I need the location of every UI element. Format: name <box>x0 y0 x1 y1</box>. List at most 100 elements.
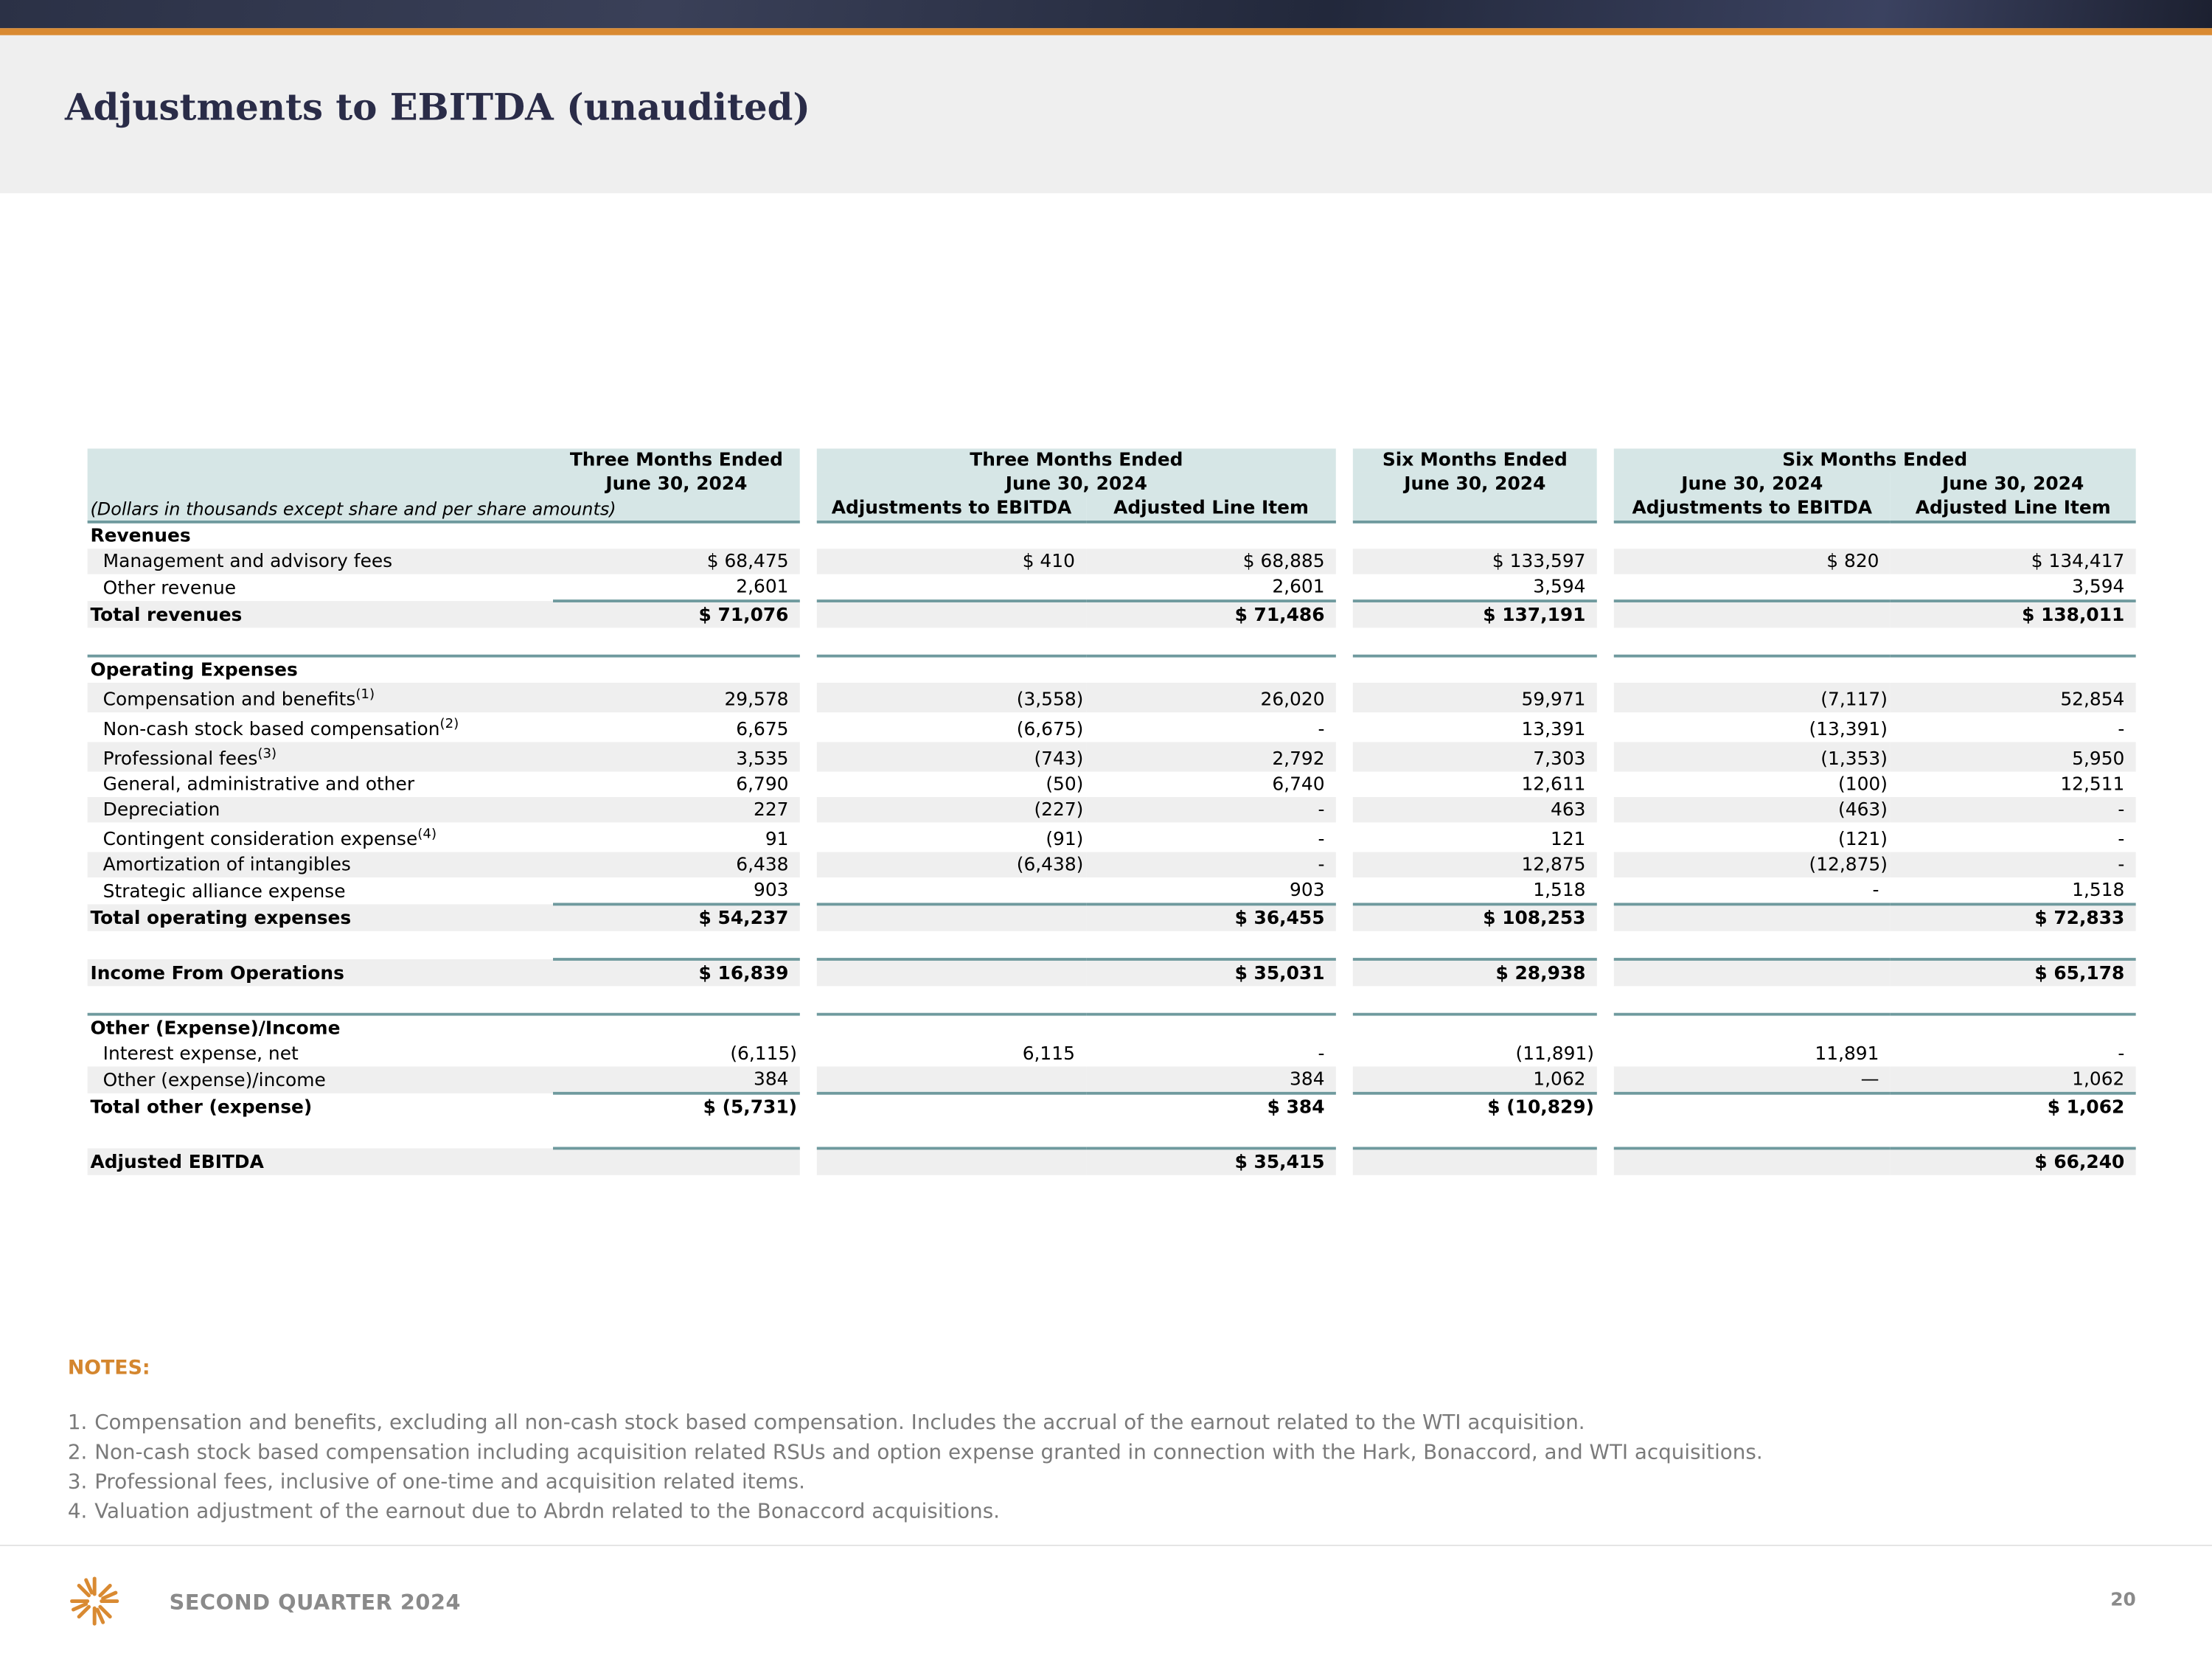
header-cell: Six Months Ended <box>1352 448 1597 473</box>
gap <box>800 959 817 986</box>
spacer-cell <box>1086 931 1336 959</box>
gap <box>800 656 817 683</box>
value-cell <box>1352 654 1597 684</box>
value-cell <box>816 958 1087 987</box>
value-cell: 1,062 <box>1890 1066 2136 1093</box>
logo-mark <box>70 1576 119 1626</box>
table-row: Non-cash stock based compensation(2) 6,67… <box>88 712 2136 742</box>
gap <box>1336 931 1353 959</box>
value-cell: 6,115 <box>1022 1043 1075 1065</box>
gap <box>800 712 817 742</box>
value-cell: 12,511 <box>2060 774 2125 796</box>
gap <box>1336 904 1353 931</box>
gap <box>799 496 817 522</box>
value-cell <box>816 1012 1087 1041</box>
row-label-text: Non-cash stock based compensation <box>102 719 440 741</box>
value-cell: $ 66,240 <box>1890 1147 2136 1175</box>
spacer-cell <box>817 931 1086 959</box>
row-label: Management and advisory fees <box>87 549 553 574</box>
value-cell: - <box>1318 719 1325 741</box>
value-cell: (12,875) <box>1613 852 1891 878</box>
spacer-cell <box>88 1120 553 1148</box>
footnote-marker: (3) <box>257 746 277 762</box>
gap <box>1336 877 1353 904</box>
table-row: Management and advisory fees $ 68,475 $ 41… <box>87 549 2136 574</box>
table-body: Revenues Management and advisory fees $ 68… <box>87 522 2136 1175</box>
value-cell: (6,115) <box>730 1043 797 1065</box>
row-label-text: Amortization of intangibles <box>102 855 351 877</box>
spacer-cell <box>1891 931 2136 959</box>
spacer-row <box>88 931 2136 959</box>
value-cell: 384 <box>1086 1066 1336 1093</box>
row-label-text: Total revenues <box>90 605 243 627</box>
table-caption: (Dollars in thousands except share and p… <box>87 496 616 524</box>
table-row: Other revenue 2,601 2,601 3,594 3,594 <box>88 574 2136 601</box>
note-text: Valuation adjustment of the earnout due … <box>94 1500 1000 1524</box>
table-row: Amortization of intangibles 6,438 (6,438) -… <box>87 852 2136 878</box>
value-cell <box>1613 1012 1891 1041</box>
value-cell: (11,891) <box>1515 1043 1594 1065</box>
header-cell <box>1352 496 1597 524</box>
value-cell: 1,518 <box>2072 880 2125 902</box>
row-label: General, administrative and other <box>88 772 553 797</box>
gap <box>1336 683 1353 712</box>
value-cell: 1,518 <box>1533 880 1586 902</box>
value-cell: $ 138,011 <box>1890 599 2136 628</box>
value-cell: - <box>1890 852 2136 878</box>
row-label: Total other (expense) <box>88 1093 553 1120</box>
value-cell: 59,971 <box>1352 683 1597 713</box>
table-row: Revenues <box>88 522 2136 549</box>
gap <box>1336 1148 1353 1175</box>
row-label: Amortization of intangibles <box>87 852 553 878</box>
row-label: Total operating expenses <box>87 904 553 931</box>
gap <box>1597 522 1614 549</box>
table-row: Income From Operations $ 16,839 $ 35,031 $ … <box>87 958 2136 987</box>
table-row: Other (Expense)/Income <box>87 1012 2136 1041</box>
gap <box>1597 822 1614 852</box>
gap <box>1597 683 1614 712</box>
value-cell <box>1613 902 1891 931</box>
gap <box>1597 931 1614 959</box>
note-text: Professional fees, inclusive of one-time… <box>94 1471 805 1495</box>
value-cell: (463) <box>1613 796 1891 823</box>
table-row: Professional fees(3) 3,535 (743) 2,792 7,303… <box>87 742 2136 772</box>
spacer-row <box>88 627 2136 655</box>
value-cell: $ 65,178 <box>1890 958 2136 987</box>
spacer-cell <box>88 627 553 655</box>
spacer-cell <box>1614 627 1891 655</box>
gap <box>1336 1015 1353 1041</box>
spacer-cell <box>1891 1120 2136 1148</box>
value-cell: $ 71,076 <box>552 599 800 628</box>
header-cell: Adjusted Line Item <box>1086 496 1336 524</box>
gap <box>1336 986 1353 1014</box>
value-cell <box>816 1066 1087 1093</box>
gap <box>800 683 817 712</box>
value-cell: (13,391) <box>1809 719 1888 741</box>
value-cell: $ 68,475 <box>552 549 800 574</box>
ebitda-table: Three Months Ended Three Months Ended Si… <box>87 448 2136 1175</box>
spacer-cell <box>1086 986 1336 1014</box>
header-row: June 30, 2024 June 30, 2024 June 30, 202… <box>87 472 2136 497</box>
header-cell: Adjustments to EBITDA <box>816 496 1087 524</box>
value-cell: 6,790 <box>736 774 789 796</box>
value-cell: - <box>2118 719 2125 741</box>
value-cell: $ 54,237 <box>552 902 800 931</box>
value-cell: $ 108,253 <box>1352 902 1597 931</box>
value-cell: (1,353) <box>1613 742 1891 772</box>
header-cell: Six Months Ended <box>1613 448 2136 473</box>
value-cell: 6,740 <box>1272 774 1325 796</box>
value-cell: (743) <box>816 742 1087 772</box>
header-cell <box>87 448 553 473</box>
value-cell: $ 36,455 <box>1086 902 1336 931</box>
header-cell: Three Months Ended <box>552 448 800 473</box>
gap <box>1597 1120 1614 1148</box>
notes-title: NOTES: <box>67 1357 150 1380</box>
value-cell: (7,117) <box>1613 683 1891 713</box>
gap <box>800 1093 817 1120</box>
gap <box>1336 852 1353 877</box>
value-cell: $ (5,731) <box>552 1091 800 1121</box>
spacer-cell <box>1086 627 1336 655</box>
gap <box>1336 797 1353 822</box>
gap <box>800 822 817 852</box>
